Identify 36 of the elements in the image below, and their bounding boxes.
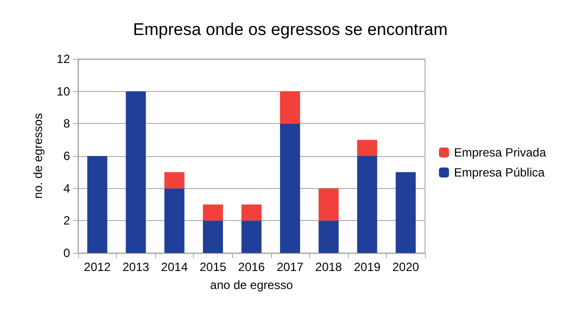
y-tick-label: 4: [63, 181, 70, 196]
y-axis-title: no. de egressos: [31, 113, 45, 199]
x-axis-title: ano de egresso: [210, 278, 294, 292]
x-tick-label: 2014: [161, 260, 188, 274]
bar: [280, 124, 300, 253]
bar: [357, 140, 378, 156]
bar: [280, 91, 300, 124]
chart-title: Empresa onde os egressos se encontram: [133, 20, 448, 39]
legend-label: Empresa Privada: [454, 146, 546, 160]
bar: [396, 172, 416, 253]
bar: [202, 204, 223, 221]
y-tick-label: 10: [56, 84, 70, 98]
bar: [202, 220, 223, 253]
bar: [318, 188, 339, 221]
bar: [241, 204, 262, 221]
x-tick-label: 2013: [122, 260, 150, 274]
y-tick-label: 12: [56, 52, 70, 66]
bar: [318, 220, 339, 253]
bar: [164, 172, 184, 188]
bar: [126, 91, 146, 253]
x-tick-label: 2019: [354, 260, 381, 274]
y-tick-label: 8: [63, 116, 70, 131]
x-tick-label: 2012: [84, 260, 111, 274]
y-tick-label: 6: [63, 149, 70, 163]
y-tick-label: 0: [63, 246, 70, 260]
bar: [87, 156, 108, 253]
x-tick-label: 2020: [392, 260, 420, 274]
x-tick-label: 2017: [276, 260, 304, 274]
bar: [164, 188, 184, 253]
legend-label: Empresa Pública: [454, 166, 545, 180]
bar: [241, 220, 262, 253]
x-tick-label: 2015: [200, 260, 227, 274]
x-tick-label: 2016: [238, 260, 266, 274]
x-tick-label: 2018: [315, 260, 342, 274]
bar: [357, 156, 378, 253]
y-tick-label: 2: [63, 214, 70, 228]
